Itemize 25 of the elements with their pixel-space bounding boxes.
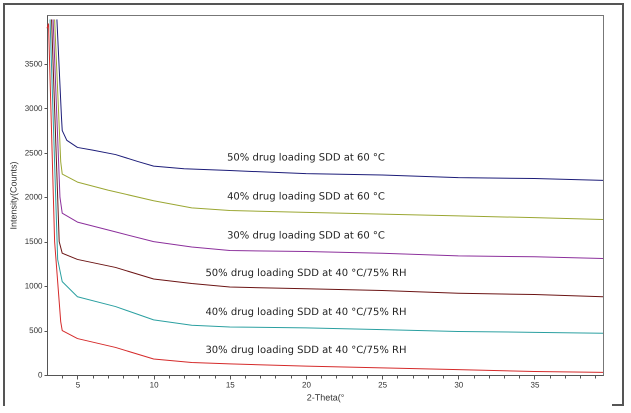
x-tick-label: 10 bbox=[150, 380, 160, 390]
y-axis-title: Intensity(Counts) bbox=[8, 161, 19, 230]
series-label: 40% drug loading SDD at 60 °C bbox=[227, 191, 385, 202]
x-tick-label: 30 bbox=[454, 380, 464, 390]
series-label: 50% drug loading SDD at 60 °C bbox=[227, 152, 385, 164]
series-label: 30% drug loading SDD at 40 °C/75% RH bbox=[205, 345, 406, 356]
y-tick-label: 1000 bbox=[24, 282, 44, 291]
y-tick-label: 2000 bbox=[24, 192, 44, 202]
x-tick-label: 5 bbox=[76, 380, 81, 390]
x-tick-label: 35 bbox=[530, 380, 540, 390]
y-tick-label: 1500 bbox=[24, 237, 44, 246]
line-series bbox=[56, 18, 604, 181]
series-label: 40% drug loading SDD at 40 °C/75% RH bbox=[205, 306, 406, 318]
y-tick-label: 0 bbox=[38, 370, 44, 380]
series-label: 30% drug loading SDD at 60 °C bbox=[227, 230, 385, 242]
line-series bbox=[54, 18, 604, 220]
y-tick-label: 3500 bbox=[24, 59, 44, 68]
y-tick-label: 2500 bbox=[24, 148, 44, 158]
series-label: 50% drug loading SDD at 40 °C/75% RH bbox=[205, 268, 406, 279]
x-tick-label: 15 bbox=[226, 380, 236, 390]
x-axis-title: 2-Theta(° bbox=[306, 392, 345, 402]
x-tick-label: 20 bbox=[302, 380, 312, 390]
y-tick-label: 3000 bbox=[24, 104, 44, 113]
x-tick-label: 25 bbox=[378, 380, 388, 390]
y-tick-label: 500 bbox=[29, 326, 44, 336]
